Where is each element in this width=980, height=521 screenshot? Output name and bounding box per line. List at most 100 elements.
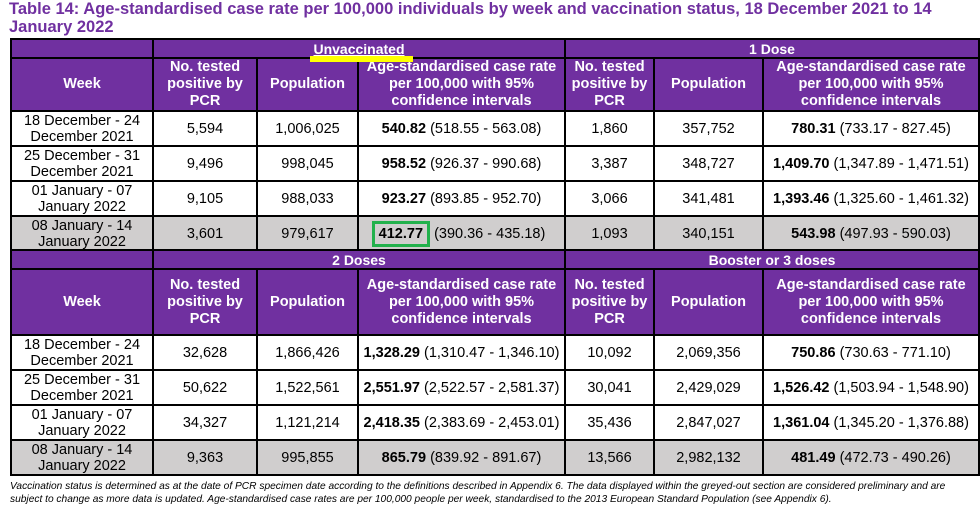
table-row: 08 January - 14 January 2022 3,601 979,617… (10, 215, 980, 252)
rate-value: 2,418.35 (363, 414, 420, 431)
table-row: 25 December - 31 December 2021 50,622 1,52… (10, 369, 980, 406)
tested-positive-cell: 35,436 (564, 404, 655, 441)
confidence-interval: (497.93 - 590.03) (839, 225, 951, 242)
population-cell: 979,617 (256, 215, 359, 252)
rate-value: 865.79 (381, 449, 427, 466)
rate-value: 1,393.46 (773, 190, 830, 207)
table-row: 01 January - 07 January 2022 9,105 988,033… (10, 180, 980, 217)
rate-value: 1,328.29 (363, 344, 420, 361)
rate-cell: 1,409.70 (1,347.89 - 1,471.51) (762, 145, 980, 182)
header-tested: No. tested positive by PCR (564, 57, 655, 112)
population-cell: 357,752 (653, 110, 764, 147)
rate-cell: 540.82 (518.55 - 563.08) (357, 110, 566, 147)
rate-value: 958.52 (381, 155, 427, 172)
rate-cell: 1,393.46 (1,325.60 - 1,461.32) (762, 180, 980, 217)
week-cell: 08 January - 14 January 2022 (10, 439, 154, 476)
rate-cell: 750.86 (730.63 - 771.10) (762, 334, 980, 371)
header-population: Population (256, 268, 359, 336)
week-cell: 08 January - 14 January 2022 (10, 215, 154, 252)
rate-cell: 543.98 (497.93 - 590.03) (762, 215, 980, 252)
rate-cell: 2,418.35 (2,383.69 - 2,453.01) (357, 404, 566, 441)
population-cell: 348,727 (653, 145, 764, 182)
confidence-interval: (730.63 - 771.10) (839, 344, 951, 361)
confidence-interval: (1,325.60 - 1,461.32) (833, 190, 969, 207)
group-header-2-doses: 2 Doses (152, 249, 566, 270)
table-2-doses-booster: 2 Doses Booster or 3 doses Week No. test… (10, 249, 980, 476)
rate-cell: 780.31 (733.17 - 827.45) (762, 110, 980, 147)
tested-positive-cell: 3,066 (564, 180, 655, 217)
header-rate: Age-standardised case rate per 100,000 w… (357, 57, 566, 112)
footnote: Vaccination status is determined as at t… (10, 481, 946, 505)
confidence-interval: (839.92 - 891.67) (430, 449, 542, 466)
confidence-interval: (518.55 - 563.08) (430, 120, 542, 137)
rate-cell: 1,361.04 (1,345.20 - 1,376.88) (762, 404, 980, 441)
header-population: Population (256, 57, 359, 112)
header-rate: Age-standardised case rate per 100,000 w… (762, 268, 980, 336)
tested-positive-cell: 50,622 (152, 369, 258, 406)
rate-cell: 2,551.97 (2,522.57 - 2,581.37) (357, 369, 566, 406)
population-cell: 2,069,356 (653, 334, 764, 371)
table-row: 25 December - 31 December 2021 9,496 998,0… (10, 145, 980, 182)
header-population: Population (653, 57, 764, 112)
tested-positive-cell: 10,092 (564, 334, 655, 371)
population-cell: 1,006,025 (256, 110, 359, 147)
group-header-row: Unvaccinated 1 Dose (10, 38, 980, 62)
population-cell: 988,033 (256, 180, 359, 217)
rate-cell: 865.79 (839.92 - 891.67) (357, 439, 566, 476)
rate-cell: 412.77 (390.36 - 435.18) (357, 215, 566, 252)
confidence-interval: (390.36 - 435.18) (434, 225, 546, 242)
tested-positive-cell: 3,601 (152, 215, 258, 252)
rate-cell: 1,328.29 (1,310.47 - 1,346.10) (357, 334, 566, 371)
tested-positive-cell: 1,860 (564, 110, 655, 147)
tested-positive-cell: 9,363 (152, 439, 258, 476)
population-cell: 995,855 (256, 439, 359, 476)
table-row: 01 January - 07 January 2022 34,327 1,121,… (10, 404, 980, 441)
table-unvaccinated-1-dose: Unvaccinated 1 Dose Week No. tested posi… (10, 38, 980, 252)
tested-positive-cell: 1,093 (564, 215, 655, 252)
rate-cell: 1,526.42 (1,503.94 - 1,548.90) (762, 369, 980, 406)
table-row: 18 December - 24 December 2021 32,628 1,86… (10, 334, 980, 371)
rate-value: 923.27 (381, 190, 427, 207)
table-row: 18 December - 24 December 2021 5,594 1,006… (10, 110, 980, 147)
tested-positive-cell: 34,327 (152, 404, 258, 441)
rate-cell: 481.49 (472.73 - 490.26) (762, 439, 980, 476)
tested-positive-cell: 30,041 (564, 369, 655, 406)
rate-value: 1,361.04 (773, 414, 830, 431)
week-cell: 01 January - 07 January 2022 (10, 404, 154, 441)
population-cell: 1,522,561 (256, 369, 359, 406)
header-rate: Age-standardised case rate per 100,000 w… (357, 268, 566, 336)
population-cell: 1,121,214 (256, 404, 359, 441)
header-week: Week (10, 57, 154, 112)
confidence-interval: (1,503.94 - 1,548.90) (833, 379, 969, 396)
group-header-blank (10, 38, 154, 59)
week-cell: 25 December - 31 December 2021 (10, 369, 154, 406)
week-cell: 25 December - 31 December 2021 (10, 145, 154, 182)
confidence-interval: (893.85 - 952.70) (430, 190, 542, 207)
column-header-row: Week No. tested positive by PCR Populati… (10, 268, 980, 336)
tested-positive-cell: 32,628 (152, 334, 258, 371)
population-cell: 1,866,426 (256, 334, 359, 371)
header-population: Population (653, 268, 764, 336)
week-cell: 18 December - 24 December 2021 (10, 334, 154, 371)
group-header-1-dose: 1 Dose (564, 38, 980, 59)
group-header-booster: Booster or 3 doses (564, 249, 980, 270)
highlighted-rate-value: 412.77 (371, 220, 431, 247)
confidence-interval: (1,345.20 - 1,376.88) (833, 414, 969, 431)
population-cell: 2,847,027 (653, 404, 764, 441)
confidence-interval: (2,522.57 - 2,581.37) (424, 379, 560, 396)
header-tested: No. tested positive by PCR (152, 268, 258, 336)
header-week: Week (10, 268, 154, 336)
confidence-interval: (2,383.69 - 2,453.01) (424, 414, 560, 431)
rate-value: 780.31 (791, 120, 836, 137)
header-tested: No. tested positive by PCR (564, 268, 655, 336)
table-row: 08 January - 14 January 2022 9,363 995,855… (10, 439, 980, 476)
rate-value: 750.86 (791, 344, 836, 361)
rate-value: 1,526.42 (773, 379, 830, 396)
highlighted-group-label: Unvaccinated (310, 40, 413, 62)
group-header-row: 2 Doses Booster or 3 doses (10, 249, 980, 270)
rate-cell: 958.52 (926.37 - 990.68) (357, 145, 566, 182)
confidence-interval: (1,310.47 - 1,346.10) (424, 344, 560, 361)
column-header-row: Week No. tested positive by PCR Populati… (10, 57, 980, 112)
population-cell: 340,151 (653, 215, 764, 252)
tested-positive-cell: 5,594 (152, 110, 258, 147)
